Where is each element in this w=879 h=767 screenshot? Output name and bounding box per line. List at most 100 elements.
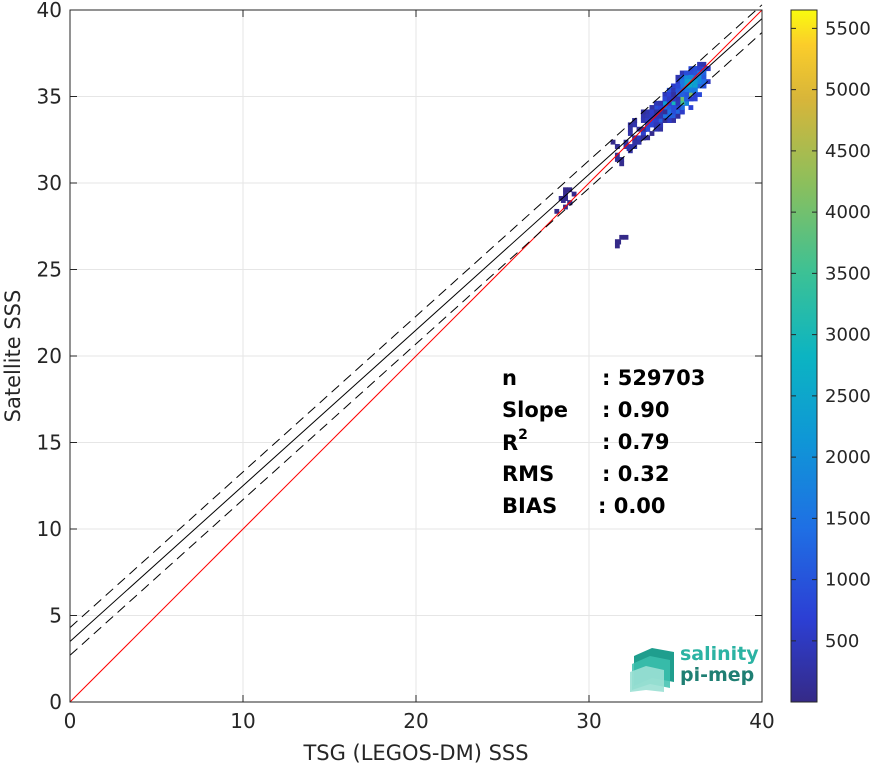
y-tick-label: 5 bbox=[49, 604, 62, 628]
density-cell bbox=[684, 100, 689, 106]
density-cell bbox=[701, 61, 707, 67]
density-cell bbox=[645, 118, 651, 123]
density-cell bbox=[640, 135, 646, 141]
density-cell bbox=[697, 74, 702, 80]
density-cell bbox=[636, 135, 642, 141]
density-cell bbox=[649, 105, 655, 110]
density-cell bbox=[653, 100, 659, 106]
density-cell bbox=[697, 79, 702, 85]
density-cell bbox=[671, 118, 676, 123]
density-cell bbox=[653, 126, 659, 132]
density-cell bbox=[619, 161, 625, 167]
colorbar-tick-label: 4000 bbox=[825, 202, 871, 223]
density-cell bbox=[632, 139, 638, 145]
x-tick-label: 20 bbox=[403, 709, 428, 733]
stat-label: R bbox=[502, 431, 519, 455]
density-cell bbox=[697, 92, 702, 97]
density-cell bbox=[666, 92, 672, 97]
density-cell bbox=[627, 131, 633, 136]
density-cell bbox=[671, 92, 676, 97]
stat-label-superscript: 2 bbox=[518, 427, 528, 443]
density-cell bbox=[610, 139, 616, 145]
density-cell bbox=[658, 118, 664, 123]
red-solid-line bbox=[69, 9, 763, 703]
density-cell bbox=[671, 109, 676, 115]
salinity-pi-mep-logo: salinity pi-mep bbox=[630, 642, 760, 692]
black-solid-line bbox=[69, 18, 763, 642]
x-tick-label: 30 bbox=[576, 709, 601, 733]
density-cell bbox=[623, 234, 629, 240]
density-cell bbox=[701, 83, 707, 89]
density-cell bbox=[662, 100, 668, 106]
density-cell bbox=[619, 157, 625, 162]
y-tick-label: 40 bbox=[37, 0, 62, 22]
density-cell bbox=[658, 126, 664, 132]
x-tick-label: 10 bbox=[230, 709, 255, 733]
density-cell bbox=[640, 113, 646, 119]
density-cell bbox=[658, 122, 664, 128]
density-cell bbox=[623, 139, 629, 145]
density-cell bbox=[684, 70, 689, 76]
density-cell bbox=[675, 109, 681, 115]
density-cell bbox=[671, 105, 676, 110]
density-cell bbox=[671, 113, 676, 119]
density-cell bbox=[614, 144, 620, 149]
colorbar-tick-label: 1000 bbox=[825, 570, 871, 591]
stat-label: RMS bbox=[502, 462, 555, 486]
density-cell bbox=[666, 87, 672, 93]
stat-label: n bbox=[502, 366, 517, 390]
colorbar-tick-label: 5500 bbox=[825, 18, 871, 39]
black-dashed-line bbox=[69, 32, 763, 656]
density-core-cell bbox=[560, 198, 566, 203]
density-cell bbox=[679, 83, 685, 89]
density-cell bbox=[653, 109, 659, 115]
logo-line2: pi-mep bbox=[680, 664, 755, 686]
density-cell bbox=[684, 96, 689, 102]
density-cell bbox=[688, 96, 694, 102]
density-cell bbox=[692, 92, 698, 97]
density-cell bbox=[662, 92, 668, 97]
density-cell bbox=[632, 118, 638, 123]
density-cell bbox=[679, 105, 685, 110]
density-cell bbox=[658, 113, 664, 119]
density-cell bbox=[627, 122, 633, 128]
colorbar-tick-label: 3000 bbox=[825, 325, 871, 346]
density-cell bbox=[688, 70, 694, 76]
density-cell bbox=[688, 92, 694, 97]
density-cell bbox=[697, 61, 702, 67]
density-cell bbox=[675, 79, 681, 85]
colorbar-tick-label: 2500 bbox=[825, 386, 871, 407]
density-cell bbox=[675, 83, 681, 89]
density-cell bbox=[692, 66, 698, 72]
black-dashed-line bbox=[69, 4, 763, 628]
colorbar-tick-label: 3500 bbox=[825, 263, 871, 284]
x-axis-ticks: 0 10 20 30 40 bbox=[64, 10, 775, 733]
y-tick-label: 20 bbox=[37, 344, 62, 368]
density-cell bbox=[684, 79, 689, 85]
density-cell bbox=[666, 118, 672, 123]
density-cell bbox=[666, 96, 672, 102]
density-cell bbox=[684, 92, 689, 97]
density-cell bbox=[671, 100, 676, 106]
density-cell bbox=[666, 109, 672, 115]
density-cell bbox=[675, 87, 681, 93]
density-core-cell bbox=[616, 239, 622, 245]
density-cell bbox=[671, 87, 676, 93]
stat-value: : 529703 bbox=[602, 366, 706, 390]
colorbar-tick-label: 4500 bbox=[825, 141, 871, 162]
density-cell bbox=[645, 135, 651, 141]
density-cell bbox=[614, 243, 620, 249]
density-cell bbox=[662, 96, 668, 102]
stat-label: Slope bbox=[502, 398, 569, 422]
density-cell bbox=[692, 96, 698, 102]
density-cell bbox=[671, 83, 676, 89]
density-cell bbox=[697, 66, 702, 72]
density-cell bbox=[662, 109, 668, 115]
density-cell bbox=[679, 109, 685, 115]
density-cell bbox=[653, 118, 659, 123]
colorbar-tick-label: 5000 bbox=[825, 80, 871, 101]
density-cell bbox=[645, 109, 651, 115]
y-axis-ticks: 0 5 10 15 20 25 30 35 40 bbox=[37, 0, 762, 714]
density-cell bbox=[653, 105, 659, 110]
